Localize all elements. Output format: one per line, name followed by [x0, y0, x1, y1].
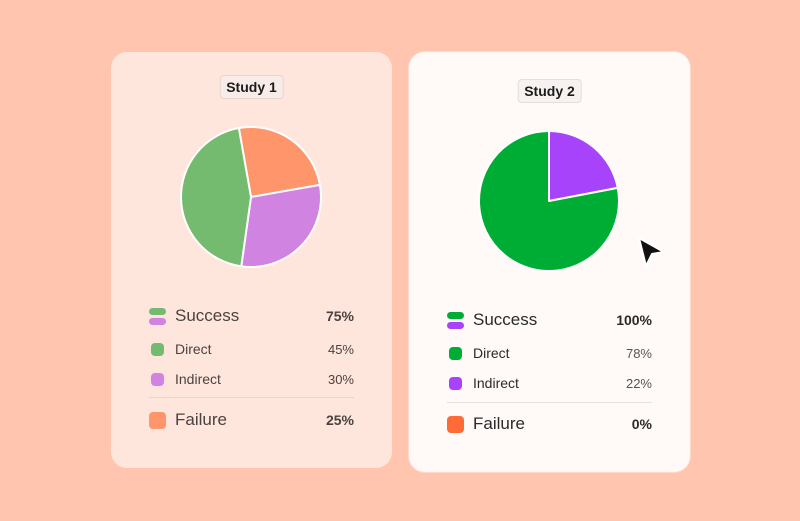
study-2-title: Study 2: [517, 79, 582, 103]
indirect-label: Indirect: [175, 371, 221, 387]
indirect-swatch-icon: [151, 372, 164, 386]
study-2-success-row: Success 100%: [447, 308, 652, 332]
failure-value: 25%: [325, 412, 354, 428]
direct-swatch-icon: [449, 346, 462, 360]
success-label: Success: [175, 306, 240, 325]
study-2-indirect-row: Indirect 22%: [447, 371, 652, 395]
failure-value: 0%: [631, 416, 652, 432]
failure-swatch-icon: [447, 415, 464, 433]
divider: [149, 397, 354, 398]
success-label: Success: [473, 310, 538, 329]
study-2-card: Study 2 Success 100% Direct 78% Indirect…: [409, 52, 690, 472]
study-1-direct-row: Direct 45%: [149, 337, 354, 361]
success-swatch-icon: [447, 311, 464, 329]
direct-swatch-icon: [151, 342, 164, 356]
study-1-card: Study 1 Success 75% Direct 45% Indirect …: [111, 52, 392, 468]
success-value: 100%: [616, 312, 652, 328]
divider: [447, 402, 652, 403]
pie-slice-indirect: [240, 183, 322, 268]
study-1-pie-chart: [180, 126, 322, 268]
success-value: 75%: [325, 308, 354, 324]
pie-slice-failure: [237, 126, 321, 198]
study-2-direct-row: Direct 78%: [447, 341, 652, 365]
success-swatch-icon: [149, 307, 166, 325]
study-2-failure-row: Failure 0%: [447, 412, 652, 436]
pie-slice-direct: [478, 130, 620, 272]
indirect-value: 30%: [327, 371, 354, 387]
indirect-label: Indirect: [473, 375, 519, 391]
indirect-value: 22%: [625, 375, 652, 391]
study-1-indirect-row: Indirect 30%: [149, 367, 354, 391]
direct-label: Direct: [473, 345, 510, 361]
study-1-title: Study 1: [219, 75, 284, 99]
failure-label: Failure: [473, 414, 525, 433]
study-1-success-row: Success 75%: [149, 304, 354, 328]
direct-value: 78%: [625, 345, 652, 361]
direct-label: Direct: [175, 341, 212, 357]
failure-label: Failure: [175, 410, 227, 429]
pie-slice-indirect: [548, 130, 619, 202]
study-1-failure-row: Failure 25%: [149, 408, 354, 432]
study-2-pie-chart: [478, 130, 620, 272]
indirect-swatch-icon: [449, 376, 462, 390]
direct-value: 45%: [327, 341, 354, 357]
failure-swatch-icon: [149, 411, 166, 429]
pie-slice-direct: [180, 127, 252, 268]
mouse-cursor-icon: [638, 237, 665, 267]
